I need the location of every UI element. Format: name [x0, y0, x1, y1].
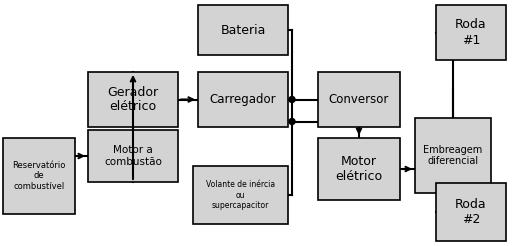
Bar	[436, 183, 506, 241]
Text: Motor a
combustão: Motor a combustão	[104, 145, 162, 167]
Text: Carregador: Carregador	[210, 93, 277, 106]
Text: Motor
elétrico: Motor elétrico	[336, 155, 382, 183]
Bar	[415, 118, 491, 193]
Bar	[198, 5, 288, 55]
Text: Roda
#1: Roda #1	[455, 18, 487, 46]
Bar	[436, 5, 506, 60]
Bar	[318, 72, 400, 127]
Text: Volante de inércia
ou
supercapacitor: Volante de inércia ou supercapacitor	[206, 180, 275, 210]
Text: Roda
#2: Roda #2	[455, 198, 487, 226]
Text: Reservatório
de
combustível: Reservatório de combustível	[12, 161, 66, 191]
Bar	[193, 166, 288, 224]
Bar	[3, 138, 75, 214]
Circle shape	[289, 96, 295, 103]
Bar	[318, 138, 400, 200]
Bar	[198, 72, 288, 127]
Text: Bateria: Bateria	[221, 24, 266, 36]
Bar	[88, 130, 178, 182]
Bar	[88, 72, 178, 127]
Text: Embreagem
diferencial: Embreagem diferencial	[424, 145, 483, 166]
Text: Conversor: Conversor	[329, 93, 389, 106]
Circle shape	[289, 119, 295, 124]
Text: Gerador
elétrico: Gerador elétrico	[107, 86, 158, 113]
